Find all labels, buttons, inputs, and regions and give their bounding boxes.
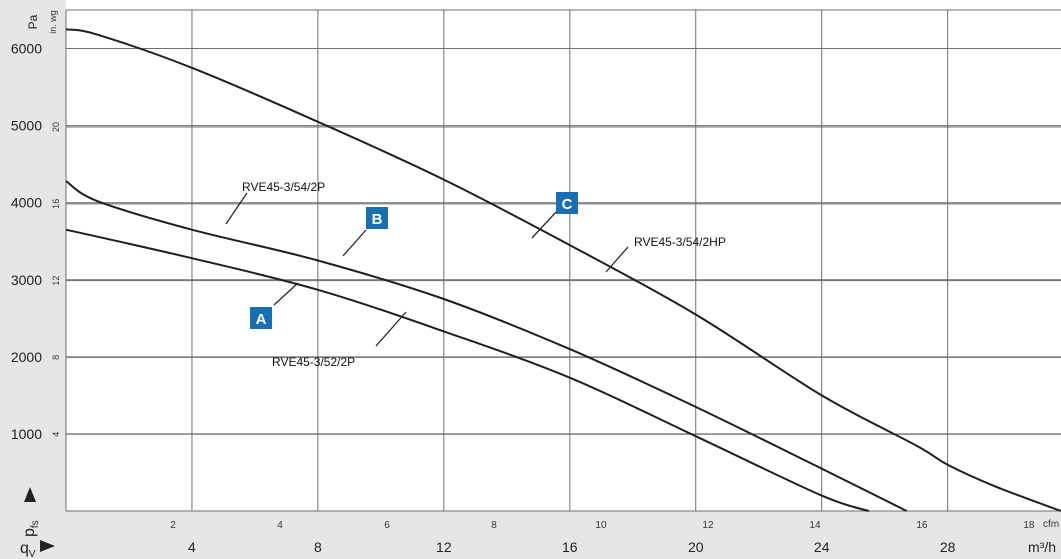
bottom-axis-panel (0, 511, 1061, 559)
left-axis-panel (0, 0, 66, 559)
x-tick-cfm-2: 2 (170, 520, 176, 531)
curve-a (65, 228, 870, 512)
series-label-rve45-3-54-2hp: RVE45-3/54/2HP (634, 235, 726, 249)
y-tick-inwg-4: 4 (51, 432, 61, 437)
x-axis-arrow-icon (40, 540, 55, 552)
x-tick-cfm-8: 8 (491, 520, 497, 531)
y-tick-inwg-20: 20 (51, 122, 61, 132)
y-tick-pa-5000: 5000 (11, 118, 42, 134)
pa-unit-label: Pa (26, 14, 40, 29)
curve-c (65, 28, 1061, 512)
y-tick-inwg-16: 16 (51, 199, 61, 209)
x-tick-cfm-18: 18 (1023, 520, 1035, 531)
svg-text:B: B (372, 211, 383, 228)
plot-area (66, 10, 1061, 511)
leader-line-B-badge (342, 229, 367, 257)
x-tick-m3h-28: 28 (940, 539, 956, 555)
x-tick-m3h-24: 24 (814, 539, 830, 555)
y-axis-arrow-icon (24, 487, 36, 502)
x-tick-cfm-4: 4 (277, 520, 283, 531)
x-tick-m3h-12: 12 (436, 539, 452, 555)
badge-b: B (366, 207, 388, 229)
y-tick-pa-4000: 4000 (11, 195, 42, 211)
y-tick-pa-2000: 2000 (11, 349, 42, 365)
leader-line-B-label (225, 192, 248, 225)
x-tick-cfm-14: 14 (809, 520, 821, 531)
leader-line-C-badge (531, 211, 557, 239)
x-tick-m3h-8: 8 (314, 539, 322, 555)
x-tick-m3h-4: 4 (188, 539, 196, 555)
curve-b (65, 180, 908, 512)
cfm-unit-label: cfm (1043, 519, 1059, 530)
leader-line-A-badge (273, 282, 299, 306)
svg-text:A: A (256, 311, 267, 328)
x-tick-m3h-16: 16 (562, 539, 578, 555)
y-tick-pa-3000: 3000 (11, 272, 42, 288)
m3h-unit-label: m³/h (1028, 539, 1056, 555)
y-tick-labels: 1000 2000 3000 4000 5000 6000 4 8 12 16 20 (11, 41, 61, 442)
y-tick-pa-1000: 1000 (11, 426, 42, 442)
y-tick-inwg-12: 12 (51, 276, 61, 286)
series-label-rve45-3-52-2p: RVE45-3/52/2P (272, 355, 355, 369)
svg-text:C: C (562, 196, 573, 213)
x-tick-labels: 4 8 12 16 20 24 282 4 6 8 10 12 14 16 18 (170, 520, 1035, 555)
inwg-unit-label: in. wg (48, 10, 58, 34)
x-tick-cfm-10: 10 (595, 520, 607, 531)
badge-c: C (556, 192, 578, 214)
series-label-rve45-3-54-2p: RVE45-3/54/2P (242, 180, 325, 194)
badge-a: A (250, 307, 272, 329)
leader-line-A-label (375, 311, 407, 347)
x-tick-cfm-6: 6 (384, 520, 390, 531)
x-tick-cfm-12: 12 (702, 520, 714, 531)
y-tick-pa-6000: 6000 (11, 41, 42, 57)
performance-curves (65, 28, 1061, 512)
x-tick-m3h-20: 20 (688, 539, 704, 555)
y-tick-inwg-8: 8 (51, 355, 61, 360)
x-tick-cfm-16: 16 (916, 520, 928, 531)
leader-line-C-label (605, 246, 629, 273)
